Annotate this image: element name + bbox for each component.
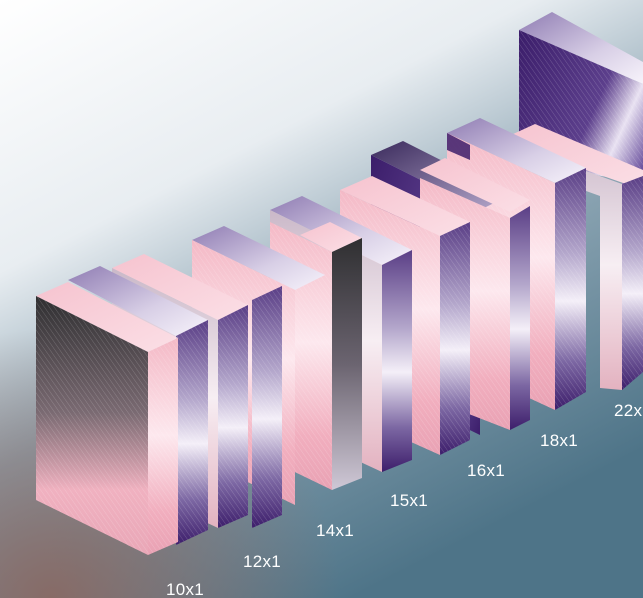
block-group-10x1: [36, 266, 208, 555]
block-top: [36, 282, 178, 352]
block-side: [510, 206, 530, 430]
block-top: [519, 12, 643, 84]
group-label: 18x1: [540, 431, 578, 450]
block-front-hatch: [36, 296, 148, 555]
block-side-hatch: [218, 305, 248, 528]
block-side: [382, 250, 412, 472]
block-top: [112, 254, 248, 320]
group-label: 10x1: [166, 580, 204, 598]
block-side: [332, 238, 362, 490]
block-top: [68, 266, 208, 336]
block-top: [340, 176, 470, 236]
block-side-hatch: [440, 222, 470, 455]
block-side-hatch: [555, 168, 586, 410]
block-side-hatch: [622, 176, 643, 390]
group-label: 16x1: [467, 461, 505, 480]
block-side-hatch: [148, 338, 178, 555]
block-group-22x: [500, 12, 643, 390]
block-top: [420, 158, 530, 212]
block-top: [192, 226, 325, 290]
block-front-accent: [447, 133, 470, 160]
group-label: 14x1: [316, 521, 354, 540]
group-label: 22x: [614, 401, 643, 420]
block-side-hatch: [176, 320, 208, 545]
block-top: [500, 124, 643, 190]
block-side-hatch: [252, 286, 282, 528]
group-label: 12x1: [243, 552, 281, 571]
block-front: [500, 140, 622, 390]
group-label: 15x1: [390, 491, 428, 510]
block-top: [300, 222, 362, 252]
block-top: [447, 118, 586, 183]
